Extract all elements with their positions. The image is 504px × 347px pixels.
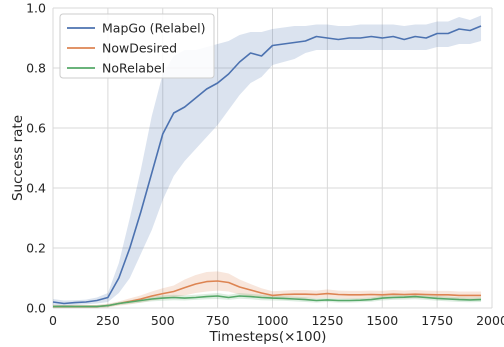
series-band-2 [53,293,482,308]
series-band-0 [53,15,482,307]
y-tick-label: 0.6 [26,121,46,136]
y-tick-label: 0.4 [26,181,46,196]
x-tick-label: 0 [49,313,57,328]
y-tick-label: 1.0 [26,1,46,16]
legend: MapGo (Relabel) NowDesired NoRelabel [59,13,215,79]
legend-label-1: NowDesired [102,41,177,56]
x-tick-label: 2000 [476,313,504,328]
x-tick-label: 1500 [366,313,398,328]
x-axis-label: Timesteps(×100) [209,329,327,345]
y-tick-label: 0.2 [26,241,46,256]
x-tick-label: 500 [151,313,175,328]
y-axis-label: Success rate [10,115,26,201]
legend-label-0: MapGo (Relabel) [102,21,206,36]
series-line-0 [52,25,482,305]
legend-box [59,13,215,79]
x-tick-label: 1750 [421,313,453,328]
x-tick-label: 1250 [311,313,343,328]
legend-label-2: NoRelabel [102,61,165,76]
series-line-2 [53,295,482,308]
y-tick-label: 0.0 [26,301,46,316]
x-tick-label: 1000 [257,313,289,328]
y-tick-label: 0.8 [26,61,46,76]
x-tick-label: 250 [96,313,120,328]
tick-labels: 0 250 500 750 1000 1250 1500 1750 2000 0.0 0.2 0.4 0… [26,1,504,329]
series-lines [52,25,482,308]
x-tick-label: 750 [206,313,230,328]
